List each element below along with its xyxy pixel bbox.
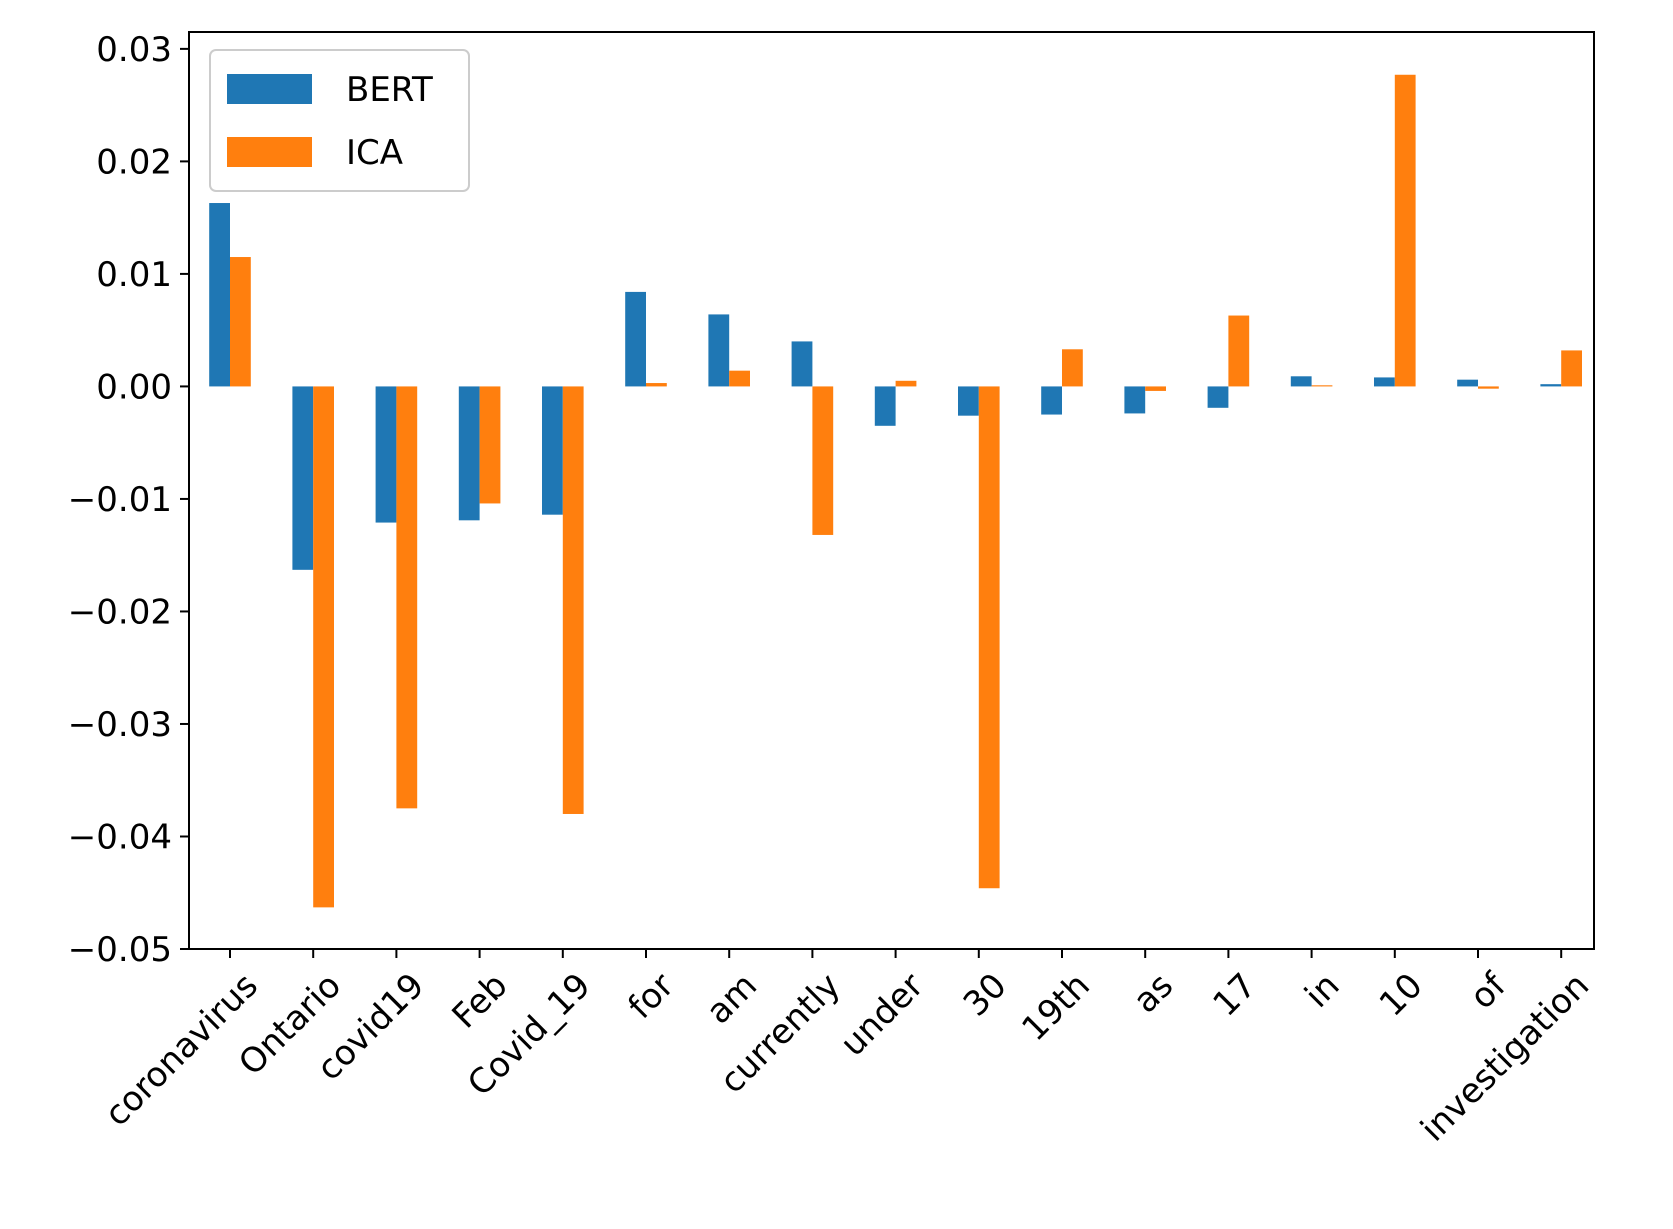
legend-swatch-ica	[227, 137, 312, 167]
bar-ica-30	[978, 386, 1000, 889]
legend-label-ica: ICA	[346, 133, 403, 173]
x-tick-label-19th: 19th	[1014, 966, 1098, 1050]
bars-group	[209, 74, 1582, 908]
bar-bert-feb	[458, 386, 480, 521]
y-tick-label: −0.03	[68, 705, 172, 745]
x-tick-label-17: 17	[1205, 966, 1264, 1025]
legend: BERT ICA	[209, 49, 470, 192]
bar-ica-under	[895, 380, 917, 387]
plot-frame	[188, 31, 1595, 950]
y-axis: −0.05 −0.04 −0.03 −0.02 −0.01 0.00 0.01 0.02 0.0…	[68, 30, 189, 970]
bar-ica-currently	[812, 386, 834, 535]
x-tick-label-as: as	[1126, 966, 1182, 1022]
x-tick-label-in: in	[1297, 966, 1347, 1016]
bar-bert-for	[625, 291, 646, 387]
x-tick-label-feb: Feb	[445, 966, 516, 1037]
bar-ica-in	[1311, 385, 1333, 387]
bar-bert-investigation	[1540, 384, 1562, 387]
bar-bert-17	[1207, 386, 1229, 408]
x-tick-label-under: under	[833, 966, 932, 1065]
y-tick-label: −0.01	[68, 480, 172, 520]
y-tick-label: 0.02	[96, 142, 172, 182]
bar-ica-covid19	[396, 386, 418, 809]
bar-ica-ontario	[313, 386, 334, 908]
bar-ica-investigation	[1561, 350, 1582, 387]
y-tick-label: −0.04	[68, 817, 172, 857]
legend-label-bert: BERT	[346, 70, 433, 110]
bar-ica-of	[1478, 386, 1499, 389]
legend-swatch-bert	[227, 74, 312, 104]
bar-ica-as	[1145, 386, 1166, 391]
bar-ica-19th	[1062, 349, 1083, 387]
bar-bert-covid_19	[542, 386, 563, 515]
bar-ica-for	[646, 383, 667, 387]
x-tick-label-30: 30	[956, 966, 1015, 1025]
bar-bert-19th	[1041, 386, 1062, 415]
bar-bert-under	[874, 386, 896, 426]
bar-bert-ontario	[292, 386, 314, 570]
bar-bert-of	[1457, 379, 1478, 387]
bar-bert-currently	[791, 341, 813, 387]
bar-bert-10	[1374, 377, 1395, 387]
bar-ica-17	[1228, 315, 1250, 387]
x-tick-label-10: 10	[1372, 966, 1431, 1025]
bar-bert-coronavirus	[209, 203, 230, 387]
x-tick-label-of: of	[1462, 965, 1514, 1017]
x-tick-label-am: am	[699, 966, 765, 1032]
y-tick-label: −0.02	[68, 592, 172, 632]
y-tick-label: 0.00	[96, 367, 172, 407]
y-tick-label: 0.03	[96, 30, 172, 70]
bar-ica-10	[1394, 74, 1416, 387]
bar-bert-in	[1290, 376, 1312, 387]
bar-bert-am	[708, 314, 730, 387]
bar-ica-feb	[479, 386, 501, 504]
bar-ica-am	[729, 370, 750, 387]
bar-ica-covid_19	[562, 386, 584, 814]
y-tick-label: −0.05	[68, 930, 172, 970]
bar-bert-as	[1124, 386, 1146, 414]
bar-ica-coronavirus	[230, 257, 251, 387]
bar-bert-30	[958, 386, 979, 416]
bar-bert-covid19	[375, 386, 397, 523]
x-tick-label-for: for	[621, 966, 682, 1027]
y-tick-label: 0.01	[96, 255, 172, 295]
